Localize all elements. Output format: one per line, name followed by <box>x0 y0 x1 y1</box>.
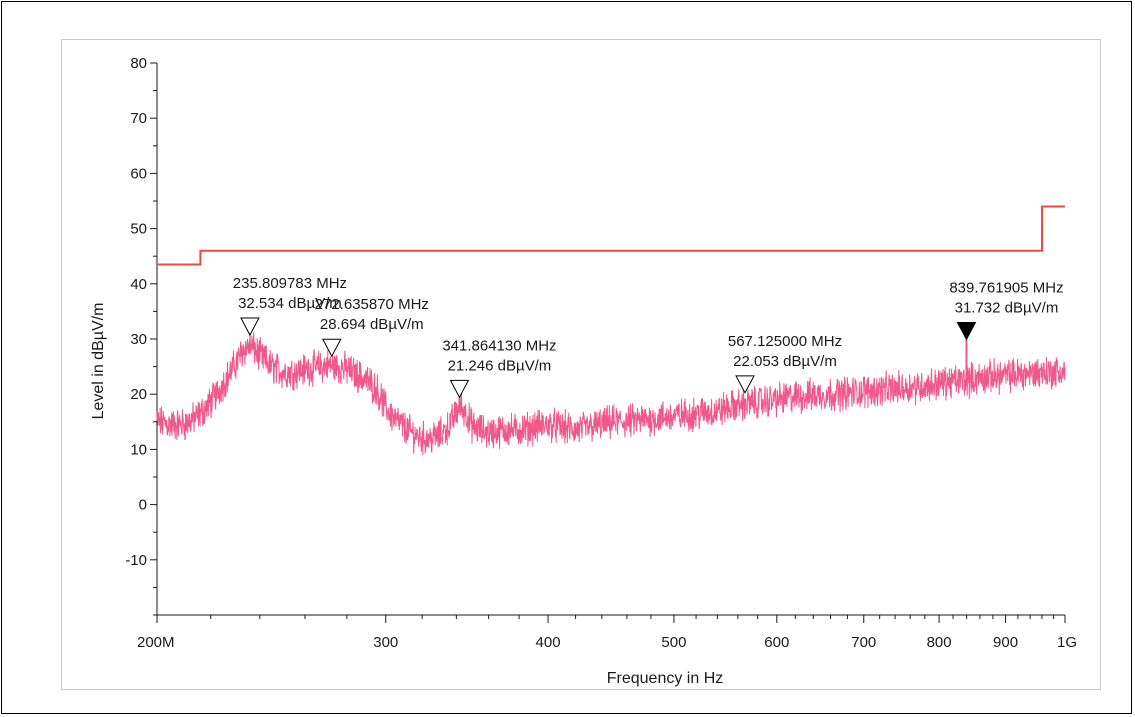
x-tick-label: 200M <box>137 634 175 651</box>
peak-marker: 839.761905 MHz 31.732 dBµV/m <box>949 279 1064 378</box>
marker-frequency-label: 235.809783 MHz <box>233 275 347 292</box>
y-tick-label: 20 <box>130 386 147 403</box>
marker-level-label: 22.053 dBµV/m <box>733 353 837 370</box>
x-tick-label: 300 <box>373 634 398 651</box>
marker-triangle <box>449 379 470 399</box>
y-tick-label: 60 <box>130 165 147 182</box>
y-tick-label: 80 <box>130 55 147 72</box>
marker-level-label: 32.534 dBµV/m <box>238 295 342 312</box>
x-tick-label: 800 <box>927 634 952 651</box>
y-axis-title: Level in dBµV/m <box>90 303 107 420</box>
marker-level-label: 31.732 dBµV/m <box>955 299 1059 316</box>
marker-frequency-label: 341.864130 MHz <box>442 337 556 354</box>
marker-triangle <box>735 375 755 394</box>
x-tick-label: 900 <box>993 634 1018 651</box>
x-tick-label: 1G <box>1057 634 1077 651</box>
marker-triangle <box>321 338 342 358</box>
x-tick-label: 600 <box>764 634 789 651</box>
y-tick-label: 40 <box>130 276 147 293</box>
y-tick-label: 50 <box>130 221 147 238</box>
marker-triangle <box>956 321 977 341</box>
y-tick-label: 10 <box>130 441 147 458</box>
x-tick-label: 700 <box>851 634 876 651</box>
marker-frequency-label: 839.761905 MHz <box>949 279 1063 296</box>
marker-frequency-label: 272.635870 MHz <box>315 296 429 313</box>
axes-group: 80 70 60 50 40 30 20 10 0 -10 200M 300 400 500 600 700 8… <box>125 55 1077 651</box>
marker-level-label: 21.246 dBµV/m <box>448 357 552 374</box>
series-group <box>156 205 1066 456</box>
y-tick-label: 30 <box>130 331 147 348</box>
limit-line <box>157 205 1065 266</box>
y-tick-label: -10 <box>125 552 147 569</box>
y-tick-label: 0 <box>139 497 147 514</box>
y-tick-label: 70 <box>130 110 147 127</box>
marker-level-label: 28.694 dBµV/m <box>320 316 424 333</box>
peak-marker: 235.809783 MHz 32.534 dBµV/m <box>233 275 347 337</box>
x-axis-title: Frequency in Hz <box>607 670 724 687</box>
marker-frequency-label: 567.125000 MHz <box>728 333 842 350</box>
peak-marker: 567.125000 MHz 22.053 dBµV/m <box>728 333 842 394</box>
x-tick-label: 400 <box>536 634 561 651</box>
measurement-trace <box>156 332 1066 456</box>
peak-marker: 272.635870 MHz 28.694 dBµV/m <box>315 296 429 358</box>
marker-triangle <box>240 317 260 337</box>
x-tick-label: 500 <box>661 634 686 651</box>
peak-marker: 341.864130 MHz 21.246 dBµV/m <box>442 337 557 399</box>
